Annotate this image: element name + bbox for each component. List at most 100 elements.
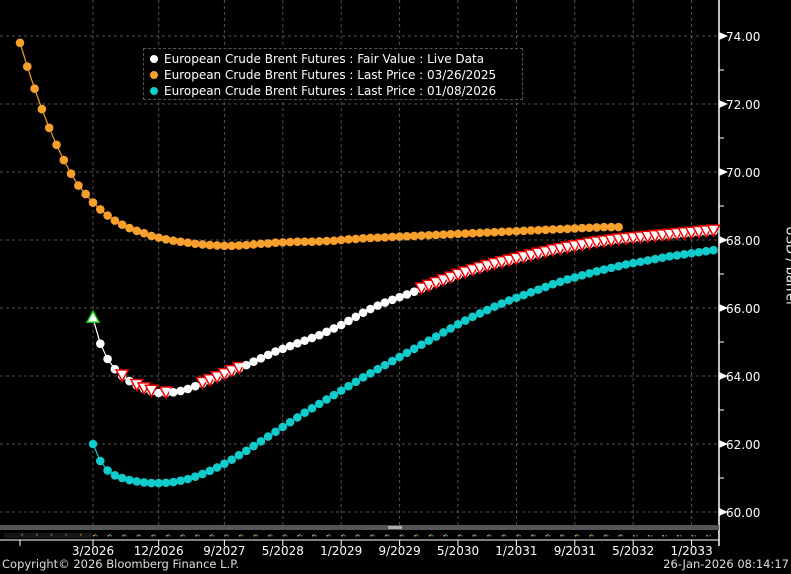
data-point xyxy=(329,236,339,245)
navigator-preview-point xyxy=(65,534,67,536)
data-point xyxy=(680,249,689,259)
data-point xyxy=(607,222,616,232)
navigator-preview-point xyxy=(96,535,98,537)
navigator-preview-point xyxy=(430,534,432,536)
navigator-preview-point xyxy=(461,535,463,537)
legend-label: European Crude Brent Futures : Fair Valu… xyxy=(164,52,485,66)
data-point xyxy=(614,261,623,271)
x-tick-label: 5/2028 xyxy=(262,544,304,558)
navigator-preview-point xyxy=(517,534,520,536)
data-point xyxy=(190,472,200,481)
navigator-preview-point xyxy=(443,535,445,537)
navigator-preview-point xyxy=(636,535,638,537)
legend-entry-last-price-2026[interactable]: European Crude Brent Futures : Last Pric… xyxy=(150,83,522,99)
navigator-preview-point xyxy=(239,535,241,537)
data-point xyxy=(431,332,441,341)
data-point xyxy=(278,238,288,247)
y-tick-label: 74.00 xyxy=(726,30,760,44)
navigator-preview-point xyxy=(650,535,653,537)
legend-entry-fair-value[interactable]: European Crude Brent Futures : Fair Valu… xyxy=(150,51,522,67)
data-point xyxy=(555,224,565,234)
navigator-preview-point xyxy=(355,535,358,537)
y-tick-label: 66.00 xyxy=(726,302,760,316)
navigator-preview-point xyxy=(519,535,521,537)
data-point xyxy=(176,386,185,396)
data-point xyxy=(665,252,674,261)
navigator-preview-point xyxy=(487,535,489,537)
data-point xyxy=(278,422,288,432)
data-point xyxy=(534,225,543,235)
down-signal-marker xyxy=(443,271,458,285)
down-signal-marker xyxy=(217,367,232,382)
data-point xyxy=(468,228,477,238)
navigator-preview-point xyxy=(488,534,491,536)
data-point xyxy=(154,233,163,242)
navigator-window xyxy=(4,533,92,538)
navigator-preview-point xyxy=(312,535,314,537)
navigator-preview-point xyxy=(618,535,621,537)
data-point xyxy=(351,312,361,322)
data-point xyxy=(169,477,178,487)
data-point xyxy=(336,386,346,395)
y-tick-label: 60.00 xyxy=(726,506,760,520)
x-tick-label: 1/2033 xyxy=(670,544,712,558)
data-point xyxy=(541,282,550,292)
data-point xyxy=(44,123,54,133)
navigator-preview-point xyxy=(183,535,186,537)
data-point xyxy=(504,227,514,236)
legend-label: European Crude Brent Futures : Last Pric… xyxy=(164,68,497,82)
y-tick-arrow xyxy=(719,372,728,380)
navigator-preview-point xyxy=(516,535,518,537)
navigator-preview-point xyxy=(240,534,242,536)
navigator-preview-point xyxy=(604,535,606,537)
data-point xyxy=(351,234,361,244)
data-point xyxy=(526,226,536,235)
navigator-preview-point xyxy=(385,535,387,537)
legend-entry-last-price-2025[interactable]: European Crude Brent Futures : Last Pric… xyxy=(150,67,522,83)
data-point xyxy=(154,478,163,488)
x-tick-label: 9/2029 xyxy=(378,544,420,558)
navigator-preview-point xyxy=(211,534,213,536)
navigator-preview-point xyxy=(446,535,448,537)
navigator-preview-point xyxy=(341,535,343,537)
data-point xyxy=(599,222,609,232)
navigator-preview-point xyxy=(329,535,332,537)
data-point xyxy=(431,230,441,240)
data-point xyxy=(256,436,266,446)
navigator-preview-point xyxy=(357,534,359,536)
data-point xyxy=(227,241,236,251)
navigator-preview-point xyxy=(285,535,288,537)
navigator-preview-point xyxy=(110,535,113,537)
data-point xyxy=(395,352,404,362)
data-point xyxy=(220,459,229,469)
down-signal-marker xyxy=(450,268,466,282)
data-point xyxy=(52,140,61,150)
down-signal-marker xyxy=(202,374,218,388)
x-tick-label: 9/2027 xyxy=(203,544,245,558)
data-point xyxy=(592,223,601,232)
data-point xyxy=(271,347,280,356)
data-point xyxy=(249,357,258,367)
data-point xyxy=(300,237,310,246)
data-point xyxy=(504,296,514,305)
data-point xyxy=(512,226,521,236)
navigator-preview-point xyxy=(563,535,565,537)
navigator-preview-point xyxy=(574,535,577,537)
navigator-preview-point xyxy=(534,535,536,537)
navigator-preview-point xyxy=(198,535,200,537)
data-point xyxy=(526,288,536,297)
data-point xyxy=(541,225,550,235)
data-point xyxy=(490,227,499,237)
data-point xyxy=(198,469,207,479)
legend-marker-cyan xyxy=(150,87,158,95)
data-point xyxy=(672,251,682,260)
data-point xyxy=(709,245,718,255)
x-tick-label: 5/2032 xyxy=(612,544,654,558)
data-point xyxy=(154,388,163,398)
data-point xyxy=(373,364,383,374)
navigator-preview-point xyxy=(138,534,140,536)
data-point xyxy=(548,279,558,289)
y-tick-arrow xyxy=(719,168,728,176)
data-point xyxy=(227,455,236,464)
